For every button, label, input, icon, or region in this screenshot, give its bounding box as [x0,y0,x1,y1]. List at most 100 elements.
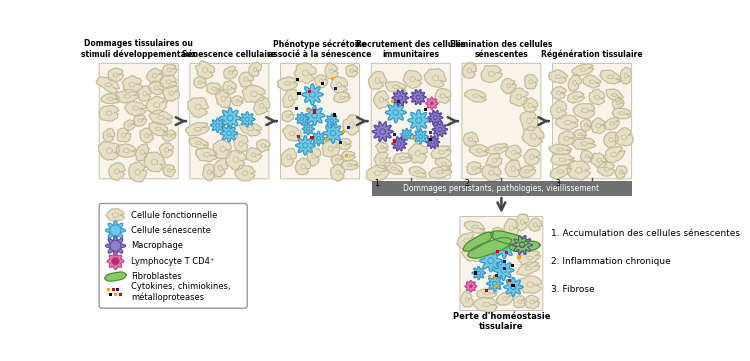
Polygon shape [505,160,520,177]
Polygon shape [559,131,575,145]
Polygon shape [146,96,167,114]
Polygon shape [567,161,590,180]
Polygon shape [315,75,328,88]
Polygon shape [194,77,206,88]
Polygon shape [239,112,255,127]
Polygon shape [296,136,315,155]
Bar [112,288,115,291]
Polygon shape [146,68,163,83]
Text: 1.: 1. [374,179,382,188]
Bar [332,77,334,80]
FancyBboxPatch shape [371,63,450,179]
Bar [495,274,498,277]
Polygon shape [410,90,426,105]
Polygon shape [254,97,270,115]
Text: Sénescence cellulaire: Sénescence cellulaire [182,51,276,60]
Polygon shape [517,262,540,275]
Bar [413,137,416,140]
Polygon shape [341,151,356,161]
Polygon shape [215,90,231,108]
Polygon shape [504,278,523,296]
Polygon shape [220,108,241,129]
Bar [429,131,432,134]
Bar [107,288,110,291]
Polygon shape [612,98,624,109]
Polygon shape [520,111,538,131]
Polygon shape [392,90,409,106]
Bar [295,107,298,110]
Bar [398,100,400,103]
Polygon shape [464,221,485,233]
Polygon shape [550,154,574,165]
Polygon shape [435,157,451,170]
Bar [488,275,490,278]
Polygon shape [464,90,486,102]
Polygon shape [331,77,348,93]
Polygon shape [108,68,124,82]
Polygon shape [409,167,426,177]
Polygon shape [332,155,344,165]
Polygon shape [468,238,512,258]
Polygon shape [568,92,584,103]
Text: Lymphocyte T CD4⁺: Lymphocyte T CD4⁺ [131,257,214,266]
Polygon shape [202,164,215,181]
Polygon shape [225,150,246,170]
Polygon shape [116,144,136,158]
Polygon shape [374,152,391,169]
FancyBboxPatch shape [553,63,632,179]
Polygon shape [424,69,446,87]
Text: Fibroblastes: Fibroblastes [131,272,182,281]
Bar [320,82,324,84]
Polygon shape [213,139,232,159]
Polygon shape [477,288,497,299]
Bar [118,293,122,296]
FancyBboxPatch shape [190,63,269,179]
Text: Recrutement des cellules
immunitaires: Recrutement des cellules immunitaires [356,40,466,60]
Polygon shape [494,260,514,280]
Polygon shape [512,235,532,255]
Polygon shape [529,218,542,231]
Polygon shape [464,232,493,251]
Polygon shape [460,292,473,307]
Polygon shape [106,209,124,222]
Polygon shape [524,74,538,89]
Polygon shape [428,110,442,125]
Polygon shape [431,145,451,159]
Polygon shape [591,153,608,168]
Text: 1. Accumulation des cellules sénescentes: 1. Accumulation des cellules sénescentes [551,230,740,239]
Text: Cytokines, chimiokines,
métalloproteases: Cytokines, chimiokines, métalloproteases [131,282,230,302]
Polygon shape [514,296,526,308]
Text: Cellule sénescente: Cellule sénescente [131,226,211,235]
Polygon shape [162,130,176,141]
Bar [326,138,328,142]
Polygon shape [518,276,542,293]
Polygon shape [367,165,389,182]
Polygon shape [386,82,406,93]
Polygon shape [589,89,604,105]
FancyBboxPatch shape [460,217,543,310]
Polygon shape [331,164,345,181]
Polygon shape [136,144,149,161]
Polygon shape [568,74,581,91]
Polygon shape [612,108,631,119]
Polygon shape [122,75,142,93]
Polygon shape [486,153,502,168]
Polygon shape [408,110,430,131]
Polygon shape [550,164,572,179]
Polygon shape [232,96,243,106]
Polygon shape [604,132,618,148]
Polygon shape [467,162,482,175]
Polygon shape [368,71,386,90]
Polygon shape [98,142,119,160]
Text: Elimination des cellules
sénescentes: Elimination des cellules sénescentes [450,40,553,60]
Bar [114,293,117,296]
Polygon shape [494,237,515,258]
Bar [503,260,506,263]
Polygon shape [296,158,310,175]
Polygon shape [600,70,622,84]
Polygon shape [615,128,633,146]
Polygon shape [485,144,508,155]
Polygon shape [480,250,502,272]
Polygon shape [615,166,627,179]
Polygon shape [322,140,340,157]
